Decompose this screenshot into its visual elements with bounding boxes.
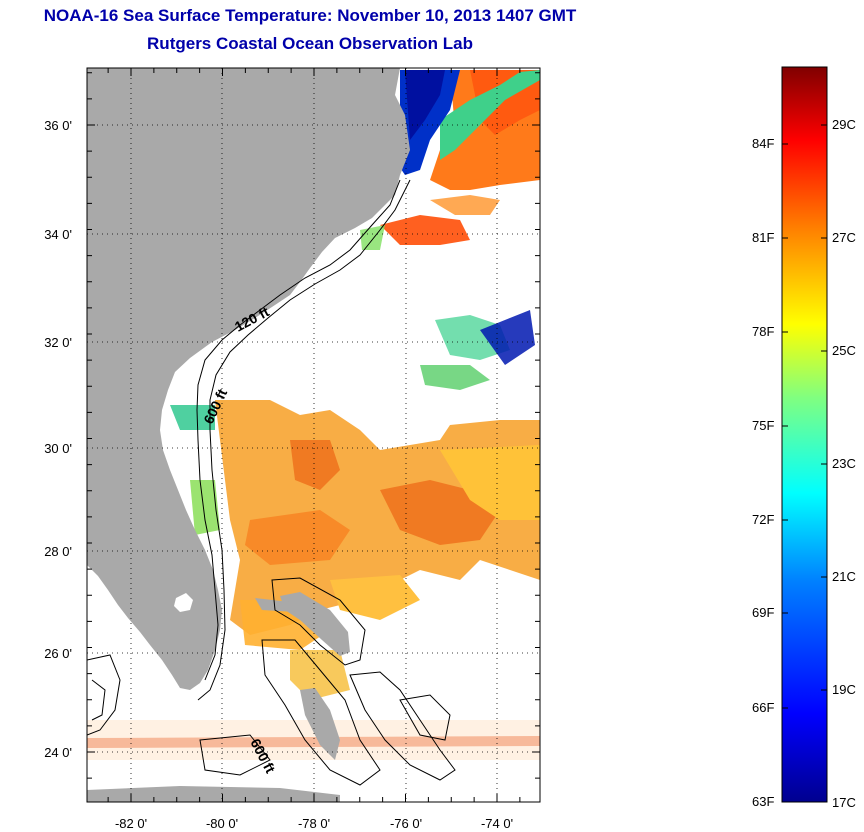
lat-label: 30 0'	[44, 441, 72, 456]
map-subtitle: Rutgers Coastal Ocean Observation Lab	[147, 34, 473, 53]
colorbar-f-label: 75F	[752, 418, 775, 433]
land-abaco	[280, 592, 350, 656]
colorbar-c-label: 27C	[832, 230, 856, 245]
land-cuba	[87, 786, 340, 802]
lake-okeechobee	[174, 593, 193, 612]
lon-label: -82 0'	[115, 816, 147, 831]
lon-label: -76 0'	[390, 816, 422, 831]
colorbar-c-label: 19C	[832, 682, 856, 697]
colorbar	[781, 66, 828, 803]
lat-label: 28 0'	[44, 544, 72, 559]
lon-label: -80 0'	[206, 816, 238, 831]
colorbar-f-label: 69F	[752, 605, 775, 620]
colorbar-f-label: 78F	[752, 324, 775, 339]
colorbar-f-label: 84F	[752, 136, 775, 151]
map-title: NOAA-16 Sea Surface Temperature: Novembe…	[43, 6, 577, 25]
axis-ticks	[87, 68, 540, 802]
lon-label: -74 0'	[481, 816, 513, 831]
lat-label: 26 0'	[44, 646, 72, 661]
lon-label: -78 0'	[298, 816, 330, 831]
colorbar-c-label: 29C	[832, 117, 856, 132]
colorbar-f-label: 66F	[752, 700, 775, 715]
lat-label: 24 0'	[44, 745, 72, 760]
sst-patches	[87, 70, 540, 760]
lat-label: 34 0'	[44, 227, 72, 242]
colorbar-f-label: 72F	[752, 512, 775, 527]
colorbar-f-label: 63F	[752, 794, 775, 809]
colorbar-f-label: 81F	[752, 230, 775, 245]
colorbar-c-label: 21C	[832, 569, 856, 584]
lat-label: 36 0'	[44, 118, 72, 133]
lat-label: 32 0'	[44, 335, 72, 350]
depth-contours	[87, 179, 456, 786]
graticule	[87, 68, 540, 802]
colorbar-c-label: 25C	[832, 343, 856, 358]
colorbar-c-label: 23C	[832, 456, 856, 471]
colorbar-ticks	[782, 124, 827, 803]
colorbar-c-label: 17C	[832, 795, 856, 810]
land-mainland	[87, 68, 410, 690]
land-andros	[300, 688, 340, 760]
